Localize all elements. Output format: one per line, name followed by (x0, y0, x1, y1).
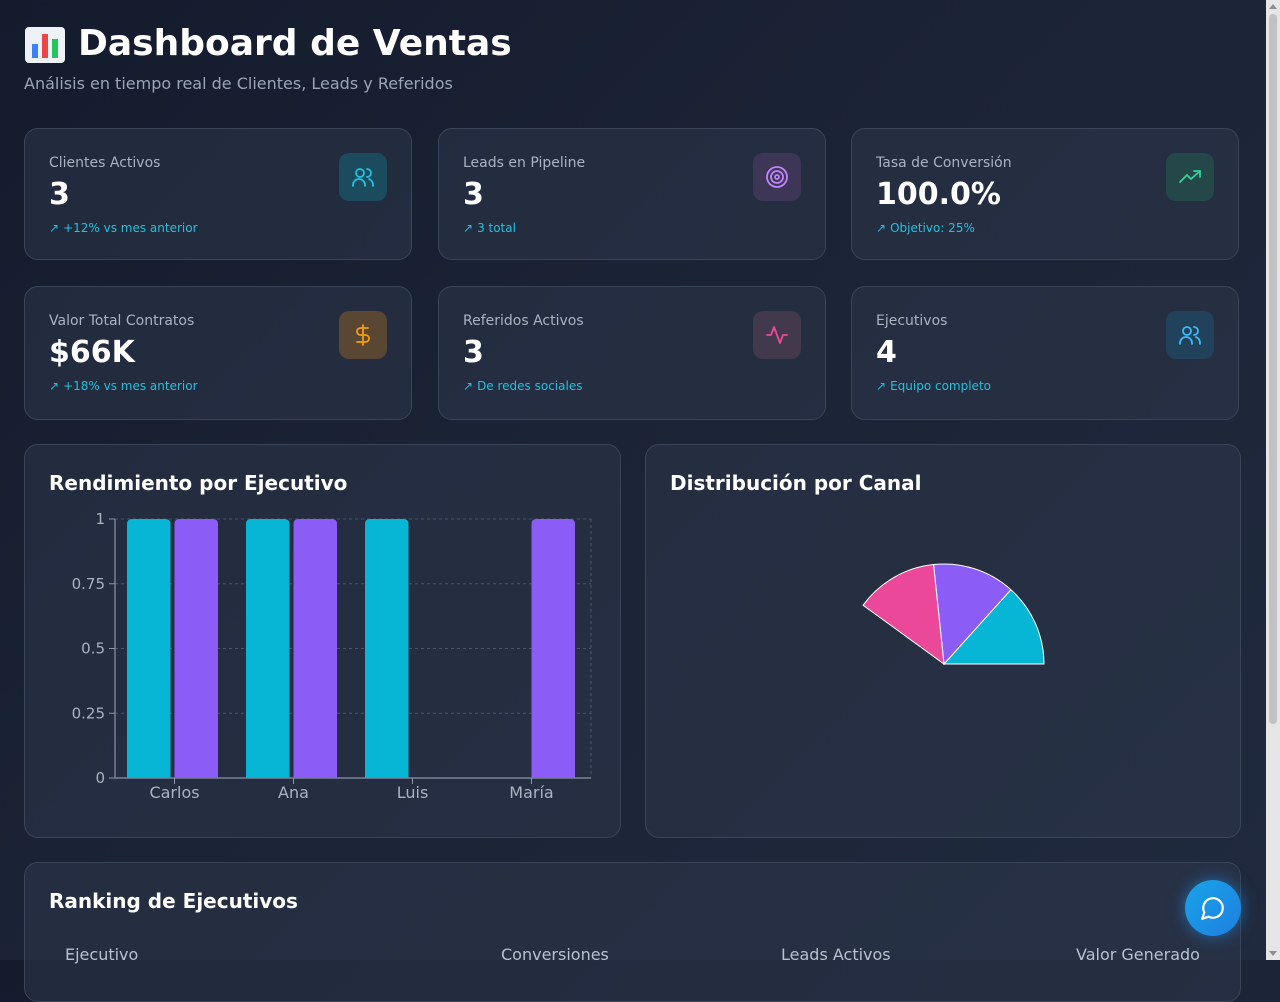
column-header-ejecutivo[interactable]: Ejecutivo (65, 945, 139, 964)
users-icon (339, 153, 387, 201)
scroll-down-arrow-icon[interactable] (1269, 951, 1277, 956)
trend-arrow-icon: ↗ (876, 221, 887, 235)
activity-icon (753, 311, 801, 359)
stat-card-ejecutivos[interactable]: Ejecutivos 4 ↗ Equipo completo (851, 286, 1239, 420)
pie-slice[interactable] (862, 563, 945, 666)
y-tick-label: 0.75 (72, 575, 105, 593)
stat-note: ↗ Equipo completo (876, 379, 991, 393)
stat-note: ↗ 3 total (463, 221, 516, 235)
stat-note-text: +12% vs mes anterior (63, 221, 198, 235)
trend-arrow-icon: ↗ (463, 221, 474, 235)
y-tick-label: 0.25 (72, 704, 105, 722)
column-header-valor-generado[interactable]: Valor Generado (1076, 945, 1200, 964)
stat-note-text: Equipo completo (890, 379, 991, 393)
message-circle-icon (1201, 897, 1224, 920)
trend-arrow-icon: ↗ (49, 379, 60, 393)
stat-value: 100.0% (876, 177, 1001, 212)
trending-up-icon (1166, 153, 1214, 201)
distribution-panel: Distribución por Canal (645, 444, 1241, 838)
page-title-text: Dashboard de Ventas (78, 23, 512, 64)
users-icon (1166, 311, 1214, 359)
scrollbar-thumb[interactable] (1269, 14, 1277, 724)
stat-note-text: Objetivo: 25% (890, 221, 975, 235)
stat-note: ↗ +18% vs mes anterior (49, 379, 198, 393)
bar[interactable] (293, 519, 338, 778)
stat-card-leads-pipeline[interactable]: Leads en Pipeline 3 ↗ 3 total (438, 128, 826, 260)
stat-value: 3 (49, 177, 70, 212)
column-header-leads-activos[interactable]: Leads Activos (781, 945, 891, 964)
bar[interactable] (127, 519, 171, 778)
stat-label: Valor Total Contratos (49, 313, 195, 329)
performance-title: Rendimiento por Ejecutivo (49, 471, 348, 495)
stat-label: Referidos Activos (463, 313, 584, 329)
distribution-title: Distribución por Canal (670, 471, 922, 495)
bar[interactable] (174, 519, 219, 778)
stat-note: ↗ De redes sociales (463, 379, 582, 393)
x-tick-label: Ana (278, 783, 309, 802)
y-tick-label: 0.5 (81, 640, 105, 658)
stat-label: Leads en Pipeline (463, 155, 586, 171)
page-title: Dashboard de Ventas (24, 22, 512, 66)
dashboard-page: Dashboard de Ventas Análisis en tiempo r… (24, 22, 1241, 1002)
performance-bar-chart: 0 0.25 0.5 0.75 1 Carlos Ana Luis María (72, 510, 592, 802)
stat-note: ↗ Objetivo: 25% (876, 221, 975, 235)
ranking-panel: Ranking de Ejecutivos Ejecutivo Conversi… (24, 862, 1241, 1002)
dollar-icon (339, 311, 387, 359)
target-icon (753, 153, 801, 201)
stat-label: Tasa de Conversión (876, 155, 1012, 171)
vertical-scrollbar[interactable] (1266, 0, 1280, 960)
performance-panel: Rendimiento por Ejecutivo 0 0.25 0.5 0.75 1 C… (24, 444, 621, 838)
stat-value: 3 (463, 335, 484, 370)
pie-slice[interactable] (932, 563, 1012, 666)
pie-slice[interactable] (942, 588, 1045, 665)
stat-note-text: +18% vs mes anterior (63, 379, 198, 393)
column-header-conversiones[interactable]: Conversiones (501, 945, 609, 964)
page-subtitle: Análisis en tiempo real de Clientes, Lea… (24, 74, 453, 93)
ranking-title: Ranking de Ejecutivos (49, 889, 298, 913)
stat-note-text: De redes sociales (477, 379, 583, 393)
stat-label: Clientes Activos (49, 155, 161, 171)
stat-card-valor-contratos[interactable]: Valor Total Contratos $66K ↗ +18% vs mes… (24, 286, 412, 420)
stat-label: Ejecutivos (876, 313, 948, 329)
x-tick-label: María (509, 783, 553, 802)
x-tick-label: Luis (397, 783, 429, 802)
x-tick-label: Carlos (149, 783, 199, 802)
stat-value: 3 (463, 177, 484, 212)
bar-chart-icon (24, 26, 66, 63)
distribution-pie-chart (862, 563, 1045, 666)
bar[interactable] (531, 519, 576, 778)
stat-card-tasa-conversion[interactable]: Tasa de Conversión 100.0% ↗ Objetivo: 25… (851, 128, 1239, 260)
y-tick-label: 0 (95, 769, 105, 787)
chat-button[interactable] (1185, 880, 1241, 936)
stat-card-referidos-activos[interactable]: Referidos Activos 3 ↗ De redes sociales (438, 286, 826, 420)
stat-value: $66K (49, 335, 135, 370)
bar[interactable] (246, 519, 290, 778)
page-header: Dashboard de Ventas Análisis en tiempo r… (24, 22, 512, 93)
trend-arrow-icon: ↗ (876, 379, 887, 393)
y-tick-label: 1 (95, 510, 105, 528)
bar[interactable] (365, 519, 409, 778)
stat-note-text: 3 total (477, 221, 516, 235)
stat-value: 4 (876, 335, 897, 370)
stat-note: ↗ +12% vs mes anterior (49, 221, 198, 235)
scroll-up-arrow-icon[interactable] (1269, 4, 1277, 9)
trend-arrow-icon: ↗ (463, 379, 474, 393)
trend-arrow-icon: ↗ (49, 221, 60, 235)
stat-card-clientes-activos[interactable]: Clientes Activos 3 ↗ +12% vs mes anterio… (24, 128, 412, 260)
